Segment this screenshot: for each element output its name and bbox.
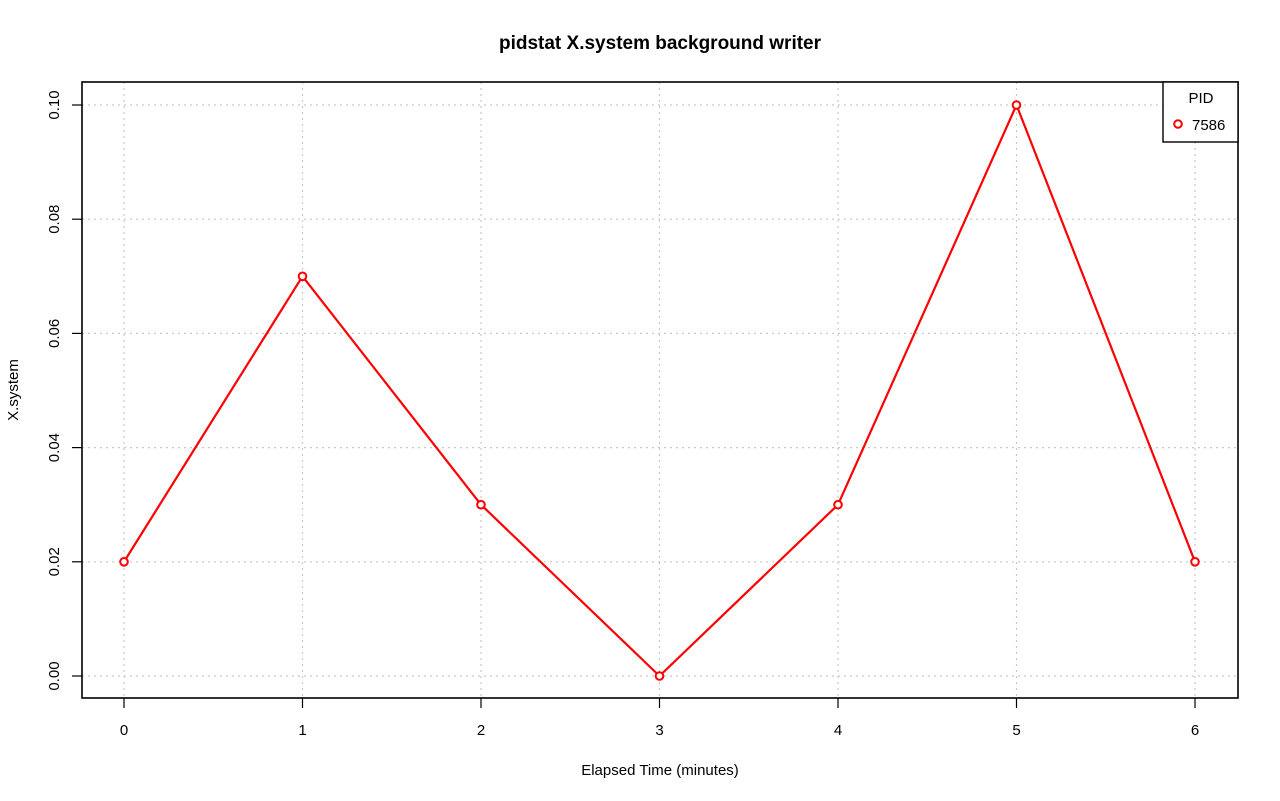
data-point xyxy=(119,557,129,567)
x-axis-label: Elapsed Time (minutes) xyxy=(581,762,739,779)
y-tick-label: 0.04 xyxy=(46,433,63,462)
y-axis: 0.00 0.02 0.04 0.06 0.08 0.10 xyxy=(46,90,82,691)
x-tick-label: 4 xyxy=(834,722,842,739)
series-layer xyxy=(119,100,1200,681)
y-tick-label: 0.06 xyxy=(46,319,63,348)
data-point xyxy=(1011,100,1022,110)
x-tick-label: 2 xyxy=(477,722,485,739)
x-tick-label: 5 xyxy=(1012,722,1020,739)
y-tick-label: 0.00 xyxy=(46,661,63,690)
chart-title: pidstat X.system background writer xyxy=(499,33,822,54)
legend-title: PID xyxy=(1188,90,1213,107)
y-tick-label: 0.02 xyxy=(46,547,63,576)
legend-box xyxy=(1162,81,1239,143)
x-axis: 0 1 2 3 4 5 6 xyxy=(120,698,1199,739)
legend: PID 7586 xyxy=(1162,81,1239,143)
data-point xyxy=(1190,557,1200,567)
y-tick-label: 0.10 xyxy=(46,90,63,119)
legend-entry-label: 7586 xyxy=(1192,117,1225,134)
legend-marker xyxy=(1173,119,1183,129)
y-axis-label: X.system xyxy=(5,359,22,421)
x-tick-label: 3 xyxy=(655,722,663,739)
x-tick-label: 1 xyxy=(298,722,306,739)
grid-lines xyxy=(82,82,1238,698)
x-tick-label: 0 xyxy=(120,722,128,739)
data-point xyxy=(833,499,843,510)
data-point xyxy=(654,671,665,681)
data-point xyxy=(297,271,308,282)
data-point xyxy=(476,499,486,510)
y-tick-label: 0.08 xyxy=(46,205,63,234)
x-tick-label: 6 xyxy=(1191,722,1199,739)
